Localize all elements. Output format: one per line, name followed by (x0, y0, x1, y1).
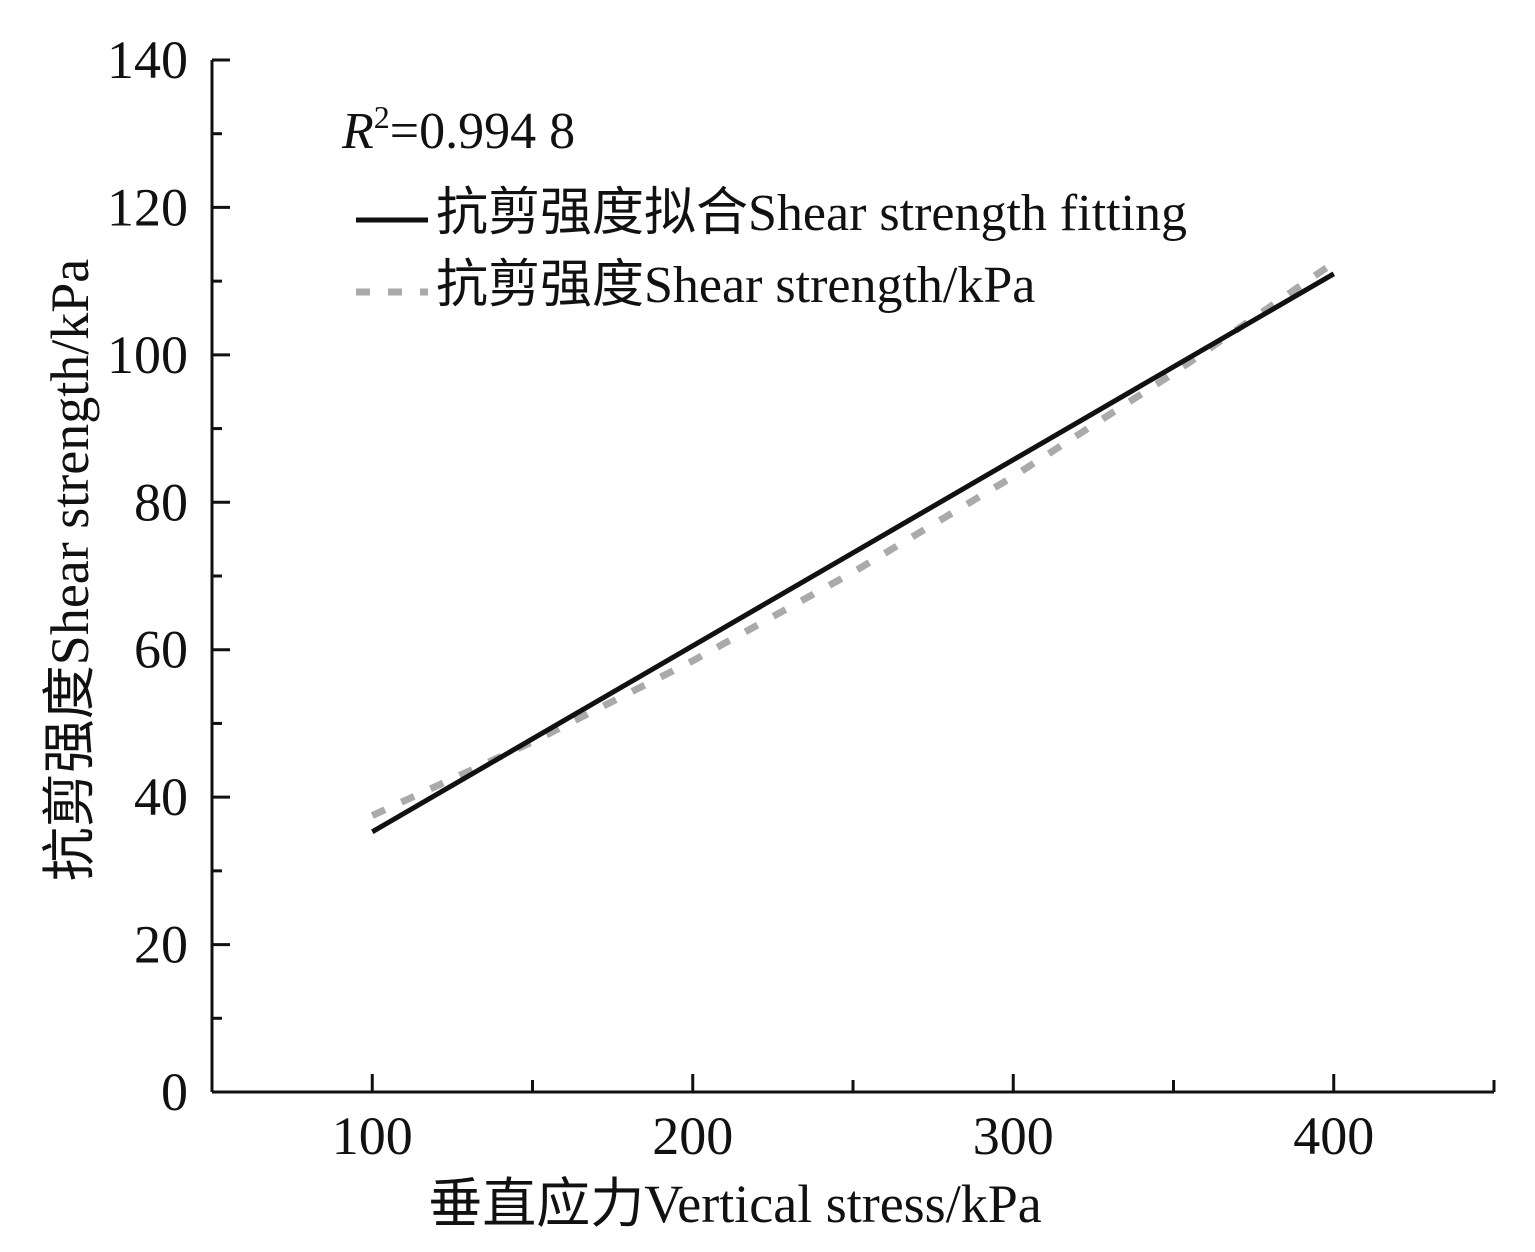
y-tick-label: 60 (134, 620, 188, 680)
legend-label-measured: 抗剪强度Shear strength/kPa (436, 257, 1035, 314)
y-tick-label: 0 (161, 1062, 188, 1122)
legend-label-fitting: 抗剪强度拟合Shear strength fitting (436, 185, 1187, 242)
y-tick-label: 100 (107, 325, 188, 385)
legend: 抗剪强度拟合Shear strength fitting 抗剪强度Shear s… (356, 185, 1187, 314)
r2-superscript: 2 (374, 99, 390, 135)
y-tick-label: 20 (134, 915, 188, 975)
y-tick-label: 140 (107, 30, 188, 90)
x-axis-title: 垂直应力Vertical stress/kPa (428, 1174, 1041, 1234)
x-tick-label: 200 (652, 1106, 733, 1166)
y-tick-label: 40 (134, 767, 188, 827)
x-tick-label: 100 (332, 1106, 413, 1166)
series-measured-line (370, 259, 1336, 819)
x-tick-label: 300 (973, 1106, 1054, 1166)
y-tick-label: 120 (107, 177, 188, 237)
y-axis-title: 抗剪强度Shear strength/kPa (40, 259, 100, 881)
r2-value: =0.994 8 (390, 103, 575, 160)
series-layer (370, 259, 1336, 834)
axis-ticks: 0 20 40 60 80 100 120 140 100 200 300 400 (107, 30, 1496, 1166)
x-tick-label: 400 (1293, 1106, 1374, 1166)
r-squared-annotation: R2=0.994 8 (341, 99, 575, 160)
series-fitting-line (371, 271, 1336, 834)
y-tick-label: 80 (134, 472, 188, 532)
r2-symbol: R (341, 103, 374, 160)
